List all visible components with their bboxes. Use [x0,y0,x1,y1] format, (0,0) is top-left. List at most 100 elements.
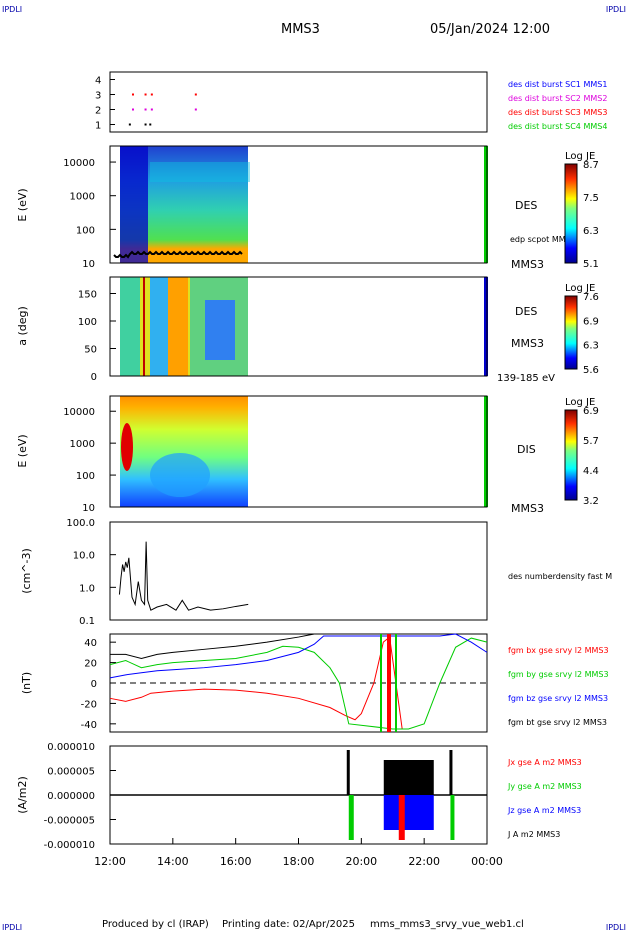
colorbar-tick-label: 3.2 [583,496,599,507]
date-time-title: 05/Jan/2024 12:00 [430,22,551,37]
field-series-line [110,633,315,660]
pitch-spacecraft-label: MMS3 [511,337,544,350]
y-tick-label: 10 [82,503,95,514]
field-spike-green-1 [380,634,382,732]
y-tick-label: 0.000010 [47,742,95,753]
file-name: mms_mms3_srvy_vue_web1.cl [370,919,524,930]
field-series-line [109,636,403,730]
current-burst-blue [383,795,434,830]
y-tick-label: 0.000005 [47,767,95,778]
pitch-angle-spike [143,277,145,376]
x-tick-label: 16:00 [220,855,252,868]
current-legend-item: Jx gse A m2 MMS3 [507,758,582,767]
time-axis: 12:00 14:00 16:00 18:00 20:00 22:00 00:00 [94,838,503,868]
colorbar-gradient [564,409,578,501]
y-tick-label: -0.000010 [44,840,95,851]
pitch-angle-band-2 [150,277,168,376]
y-tick-label: 100 [76,225,95,236]
current-legend: Jx gse A m2 MMS3 Jy gse A m2 MMS3 Jz gse A… [507,758,582,839]
des-spectrogram-low-band [120,146,148,263]
x-tick-label: 22:00 [408,855,440,868]
current-spike-red [398,795,405,840]
scpot-overlay-label: edp scpot MMS3 [510,235,576,244]
burst-mark [128,123,131,126]
colorbar-tick-label: 5.7 [583,436,599,447]
colorbar-gradient [564,163,578,264]
panel-magnetic-field: (nT) -40 -20 0 20 40 fgm bx gse srvy l2 MMS3… [20,633,609,733]
colorbar-title: Log JE [565,283,595,294]
field-legend: fgm bx gse srvy l2 MMS3 fgm by gse srvy l… [508,646,609,727]
des-spacecraft-label: MMS3 [511,258,544,271]
burst-mark [149,123,152,126]
y-tick-label: 10 [82,259,95,270]
current-ylabel: (A/m2) [16,776,29,814]
pitch-angle-band-1 [120,277,140,376]
y-tick-label: 0 [91,679,97,690]
dis-energy-colorbar: Log JE6.9 5.7 4.4 3.2 [564,397,599,507]
y-tick-label: 0.1 [79,616,95,627]
corner-label-bottom-right: IPDLI [605,923,626,932]
pitch-angle-colorbar: Log JE7.6 6.9 6.3 5.6 [564,283,599,376]
current-spike-green-left [348,795,354,840]
colorbar-gradient [564,295,578,370]
dis-energy-ylabel: E (eV) [16,434,29,467]
panel-dis-spectrogram: E (eV) 10 100 1000 10000 DIS MMS3 Log JE6.9… [16,395,599,515]
y-tick-label: 10.0 [73,551,95,562]
burst-mark [131,93,134,96]
current-spike-green-right [450,795,455,840]
colorbar-tick-label: 8.7 [583,160,599,171]
burst-mark [131,108,134,111]
burst-legend-item: des dist burst SC4 MMS4 [508,122,607,131]
current-spike-right [449,750,453,795]
des-energy-ylabel: E (eV) [16,188,29,221]
y-tick-label: 150 [78,290,97,301]
spacecraft-title: MMS3 [281,22,320,37]
dis-spectrogram-edge-strip [484,396,488,507]
panel-density: (cm^-3) 0.1 1.0 10.0 100.0 des numberdensit… [20,518,612,627]
colorbar-tick-label: 4.4 [583,466,599,477]
produced-by: Produced by cl (IRAP) [102,919,209,930]
burst-mark [144,123,147,126]
burst-mark [150,93,153,96]
corner-label-top-right: IPDLI [605,5,626,14]
pitch-instrument-label: DES [515,305,537,318]
burst-mark [194,108,197,111]
x-tick-label: 20:00 [345,855,377,868]
colorbar-title: Log JE [565,397,595,408]
colorbar-tick-label: 5.1 [583,259,599,270]
current-burst [346,750,455,840]
colorbar-title: Log JE [565,151,595,162]
colorbar-tick-label: 7.6 [583,292,599,303]
y-tick-label: 10000 [63,407,95,418]
field-legend-item: fgm bz gse srvy l2 MMS3 [508,694,608,703]
des-spectrogram-edge-strip [484,146,488,263]
y-tick-label: 40 [84,638,97,649]
colorbar-tick-label: 5.6 [583,365,599,376]
density-y-ticks: 0.1 1.0 10.0 100.0 [66,518,116,627]
burst-y-ticks: 1 2 3 4 [95,76,115,132]
des-energy-colorbar: Log JE8.7 7.5 6.3 5.1 [564,151,599,270]
scpot-line [113,250,243,259]
field-series-line [109,633,488,679]
panel-des-spectrogram: E (eV) 10 100 1000 10000 DES edp scpot MMS3… [16,145,599,271]
field-spike-green-2 [395,634,397,732]
printing-date: Printing date: 02/Apr/2025 [222,919,355,930]
dis-spectrogram-blue-region [150,453,210,497]
pitch-angle-band-5 [205,300,235,360]
des-instrument-label: DES [515,199,537,212]
x-tick-label: 18:00 [283,855,315,868]
current-legend-item: Jy gse A m2 MMS3 [507,782,582,791]
pitch-angle-edge-strip [484,277,488,376]
y-tick-label: 0 [91,372,97,383]
y-tick-label: 100 [76,471,95,482]
current-legend-item: J A m2 MMS3 [507,830,560,839]
pitch-angle-y-ticks: 0 50 100 150 [78,290,116,383]
current-legend-item: Jz gse A m2 MMS3 [507,806,581,815]
y-tick-label: 100.0 [66,518,95,529]
burst-legend: des dist burst SC1 MMS1 des dist burst SC… [508,80,607,131]
burst-y-tick-label: 3 [95,91,101,102]
burst-legend-item: des dist burst SC1 MMS1 [508,80,607,89]
colorbar-tick-label: 6.9 [583,316,599,327]
field-ylabel: (nT) [20,672,33,694]
